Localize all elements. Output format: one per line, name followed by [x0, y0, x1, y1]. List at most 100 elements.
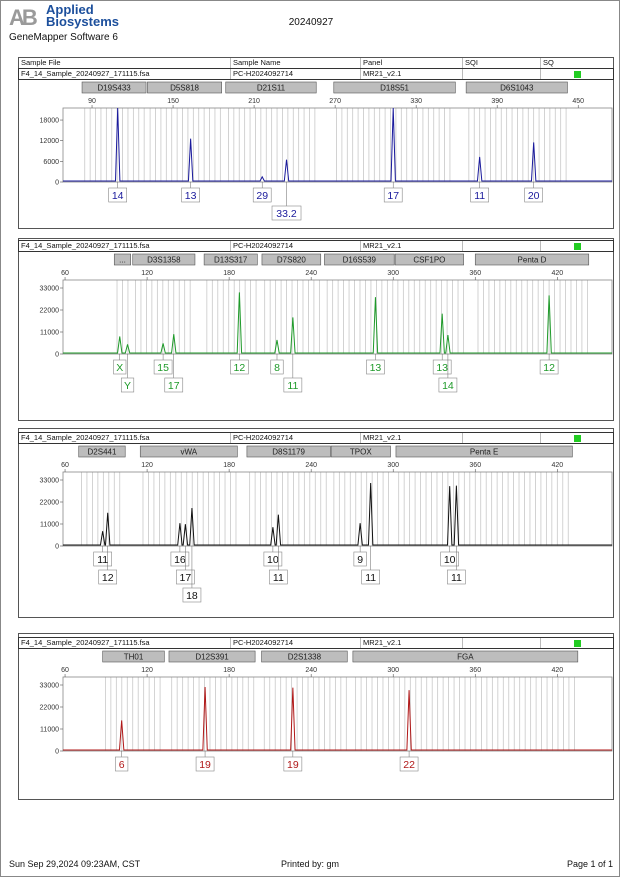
allele-label: 17	[168, 380, 180, 392]
sample-row[interactable]: F4_14_Sample_20240927_171115.fsa PC-H2024…	[18, 240, 614, 252]
sample-name: PC-H2024092714	[230, 638, 360, 648]
applied-biosystems-logo-icon: AB	[9, 5, 38, 30]
allele-label-box[interactable]	[263, 551, 283, 567]
marker-bar[interactable]	[352, 650, 579, 663]
marker-label: ...	[119, 256, 126, 265]
allele-label-box[interactable]	[283, 756, 303, 772]
allele-label-box[interactable]	[181, 187, 200, 203]
page-number: Page 1 of 1	[566, 859, 613, 869]
marker-bar[interactable]	[330, 445, 391, 458]
allele-label: 19	[199, 759, 211, 771]
allele-label-box[interactable]	[270, 359, 284, 375]
marker-bar[interactable]	[81, 81, 147, 94]
allele-label-box[interactable]	[115, 756, 129, 772]
allele-label-box[interactable]	[366, 359, 385, 375]
marker-bar[interactable]	[102, 650, 165, 663]
report-title: 20240927	[288, 17, 334, 28]
marker-bar[interactable]	[168, 650, 256, 663]
y-tick-label: 6000	[43, 159, 59, 166]
allele-label-box[interactable]	[120, 377, 135, 393]
sqi-value	[462, 241, 540, 251]
allele-label-box[interactable]	[447, 569, 466, 585]
col-panel: Panel	[360, 58, 462, 68]
allele-label: X	[116, 362, 123, 374]
x-tick-label: 390	[491, 98, 503, 105]
marker-label: D19S433	[97, 84, 131, 93]
marker-bar[interactable]	[261, 253, 322, 266]
marker-bar[interactable]	[132, 253, 196, 266]
x-tick-label: 120	[141, 270, 153, 277]
allele-label-box[interactable]	[283, 377, 303, 393]
allele-label-box[interactable]	[176, 569, 195, 585]
allele-label: 13	[436, 362, 448, 374]
sample-name: PC-H2024092714	[230, 69, 360, 79]
y-tick-label: 11000	[40, 727, 59, 734]
sample-row[interactable]: F4_14_Sample_20240927_171115.fsa PC-H2024…	[18, 68, 614, 80]
marker-label: D16S539	[343, 256, 377, 265]
allele-label-box[interactable]	[440, 551, 459, 567]
sample-file: F4_14_Sample_20240927_171115.fsa	[21, 638, 150, 647]
marker-bar[interactable]	[333, 81, 456, 94]
col-sample-file: Sample File	[21, 58, 61, 67]
panel-name: MR21_v2.1	[360, 638, 462, 648]
panel-2: ... D3S1358 D13S317 D7S820 D16S539 CSF1PO Pent…	[40, 253, 613, 393]
software-name: GeneMapper Software 6	[9, 32, 118, 43]
marker-bar[interactable]	[465, 81, 568, 94]
allele-label: 33.2	[276, 208, 297, 220]
allele-label-box[interactable]	[269, 569, 288, 585]
allele-label: 12	[234, 362, 246, 374]
marker-label: D8S1179	[272, 448, 305, 457]
allele-label-box[interactable]	[108, 187, 127, 203]
allele-label-box[interactable]	[361, 569, 380, 585]
marker-bar[interactable]	[474, 253, 590, 266]
marker-bar[interactable]	[225, 81, 317, 94]
marker-bar[interactable]	[395, 445, 573, 458]
marker-bar[interactable]	[78, 445, 126, 458]
allele-label-box[interactable]	[93, 551, 112, 567]
allele-label-box[interactable]	[195, 756, 215, 772]
allele-label-box[interactable]	[539, 359, 559, 375]
allele-label-box[interactable]	[98, 569, 118, 585]
allele-label: 17	[387, 190, 399, 202]
allele-label-box[interactable]	[182, 587, 202, 603]
sample-row[interactable]: F4_14_Sample_20240927_171115.fsa PC-H2024…	[18, 637, 614, 649]
sq-status-icon	[574, 639, 581, 647]
marker-bar[interactable]	[261, 650, 348, 663]
x-tick-label: 300	[387, 270, 399, 277]
allele-label-box[interactable]	[230, 359, 249, 375]
allele-label: 12	[102, 572, 114, 584]
sqi-value	[462, 433, 540, 443]
marker-bar[interactable]	[139, 445, 238, 458]
allele-label-box[interactable]	[432, 359, 452, 375]
allele-label: 6	[119, 759, 125, 771]
allele-label-box[interactable]	[470, 187, 489, 203]
allele-label-box[interactable]	[113, 359, 127, 375]
allele-label-box[interactable]	[524, 187, 543, 203]
marker-bar[interactable]	[203, 253, 258, 266]
allele-label-box[interactable]	[164, 377, 184, 393]
y-tick-label: 11000	[40, 522, 59, 529]
allele-label-box[interactable]	[153, 359, 173, 375]
allele-label-box[interactable]	[353, 551, 367, 567]
sample-row[interactable]: F4_14_Sample_20240927_171115.fsa PC-H2024…	[18, 432, 614, 444]
allele-label-box[interactable]	[170, 551, 190, 567]
allele-label-box[interactable]	[399, 756, 419, 772]
marker-bar[interactable]	[246, 445, 331, 458]
allele-label-box[interactable]	[271, 205, 302, 221]
allele-label: 12	[543, 362, 555, 374]
sample-name: PC-H2024092714	[230, 241, 360, 251]
plot-area	[62, 676, 613, 752]
marker-bar[interactable]	[113, 253, 131, 266]
marker-bar[interactable]	[394, 253, 464, 266]
y-tick-label: 33000	[40, 286, 60, 293]
marker-label: D6S1043	[500, 84, 534, 93]
allele-label-box[interactable]	[252, 187, 272, 203]
allele-label-box[interactable]	[438, 377, 458, 393]
panel-3: D2S441 vWA D8S1179 TPOX Penta E60 120 180 240 30…	[40, 445, 613, 603]
allele-label-box[interactable]	[383, 187, 403, 203]
marker-bar[interactable]	[147, 81, 222, 94]
y-tick-label: 22000	[40, 705, 60, 712]
marker-bar[interactable]	[324, 253, 395, 266]
